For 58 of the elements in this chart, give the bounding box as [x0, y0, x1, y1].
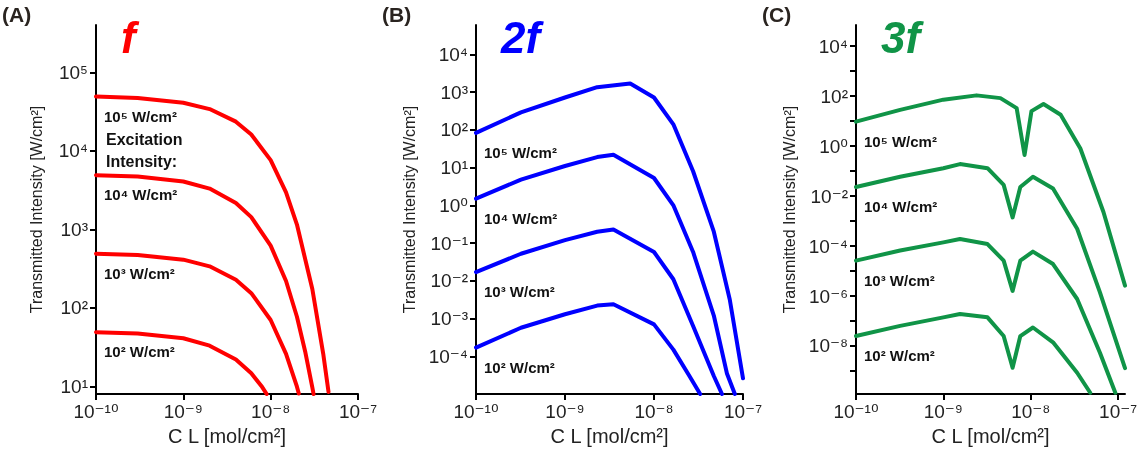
text: (A) — [2, 3, 32, 26]
y-tick-label: 10² — [440, 119, 468, 141]
series-label: 10⁵ W/cm² — [864, 132, 937, 150]
series-label: 10² W/cm² — [864, 347, 935, 365]
y-tick-label: 10¹ — [60, 375, 88, 397]
series-label: 10⁴ W/cm² — [864, 198, 938, 216]
x-tick-label: 10⁻⁸ — [634, 401, 674, 422]
y-tick-label: 10⁴ — [818, 35, 848, 57]
y-tick-label: 10³ — [440, 81, 468, 103]
y-tick-label: 10² — [820, 85, 848, 107]
text: (C) — [762, 3, 792, 26]
series-label: 10⁴ W/cm² — [104, 186, 178, 204]
x-axis-title: C L [mol/cm²] — [550, 424, 669, 447]
series-label: 10³ W/cm² — [864, 271, 935, 289]
y-tick-label: 10⁻² — [810, 185, 848, 207]
x-tick-label: 10⁻⁹ — [923, 401, 964, 422]
y-tick-label: 10⁻⁸ — [808, 335, 848, 357]
chart-title: f — [121, 12, 140, 62]
series-label: 10⁴ W/cm² — [484, 209, 558, 227]
x-tick-label: 10⁻¹⁰ — [833, 401, 879, 422]
series-label: 10³ W/cm² — [104, 264, 175, 282]
y-tick-label: 10⁻² — [430, 270, 468, 292]
y-axis-title: Transmitted Intensity [W/cm²] — [401, 105, 419, 314]
y-axis-title: Transmitted Intensity [W/cm²] — [27, 105, 45, 314]
series-label: 10⁵ W/cm² — [484, 143, 557, 161]
series-label: 10² W/cm² — [484, 358, 555, 376]
y-tick-label: 10⁰ — [819, 135, 848, 157]
annotation: Excitation Intensity: — [106, 131, 187, 171]
y-tick-label: 10⁻³ — [430, 308, 468, 330]
y-tick-label: 10³ — [60, 218, 88, 240]
x-tick-label: 10⁻⁷ — [723, 401, 763, 422]
x-tick-label: 10⁻¹⁰ — [73, 401, 119, 422]
y-tick-label: 10⁻⁴ — [428, 345, 468, 367]
y-tick-label: 10⁴ — [58, 140, 88, 162]
x-axis-title: C L [mol/cm²] — [931, 424, 1050, 447]
x-tick-label: 10⁻⁸ — [1011, 401, 1051, 422]
x-tick-label: 10⁻¹⁰ — [453, 401, 499, 422]
y-tick-label: 10² — [60, 297, 88, 319]
x-tick-label: 10⁻⁹ — [163, 401, 203, 422]
series-label: 10³ W/cm² — [484, 283, 555, 301]
y-tick-label: 10¹ — [440, 157, 468, 179]
y-tick-label: 10⁰ — [439, 194, 468, 216]
series-label: 10⁵ W/cm² — [104, 107, 177, 125]
y-tick-label: 10⁻⁶ — [809, 285, 848, 307]
text: (B) — [382, 3, 412, 26]
y-tick-label: 10⁻¹ — [430, 232, 468, 254]
series-label: 10² W/cm² — [104, 343, 175, 361]
x-tick-label: 10⁻⁷ — [338, 401, 378, 422]
y-tick-label: 10⁻⁴ — [808, 235, 848, 257]
x-tick-label: 10⁻⁹ — [545, 401, 585, 422]
chart-title: 2f — [500, 12, 545, 62]
y-tick-label: 10⁴ — [438, 43, 468, 65]
x-tick-label: 10⁻⁷ — [1099, 401, 1138, 422]
y-tick-label: 10⁵ — [58, 61, 88, 83]
x-axis-title: C L [mol/cm²] — [167, 424, 287, 447]
x-tick-label: 10⁻⁸ — [251, 401, 291, 422]
y-axis-title: Transmitted Intensity [W/cm²] — [781, 105, 799, 314]
chart-title: 3f — [881, 12, 925, 62]
